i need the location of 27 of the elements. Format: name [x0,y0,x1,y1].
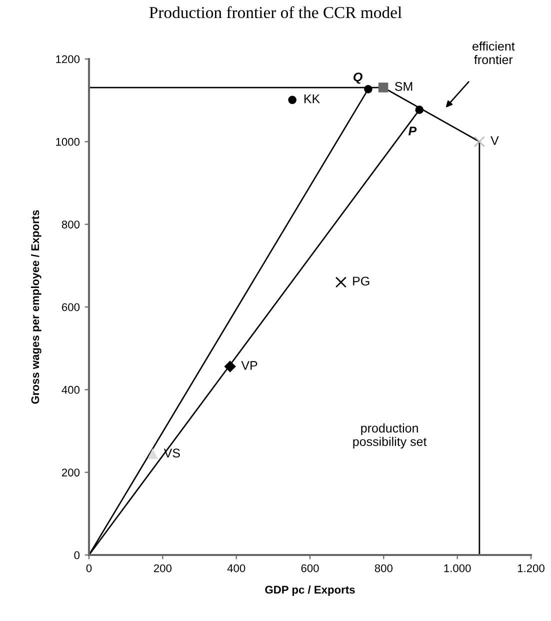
x-tick-label: 0 [86,564,92,572]
x-tick-label: 400 [227,564,246,572]
series-label: P [408,126,417,136]
y-tick-label: 400 [62,386,80,394]
y-tick-label: 1200 [56,55,80,64]
y-axis-title: Gross wages per employee / Exports [30,210,42,404]
x-tick-label: 600 [301,564,319,572]
series-label: VS [164,448,180,458]
y-tick-label: 800 [62,220,80,228]
chart-title: Production frontier of the CCR model [149,6,402,18]
annotation: efficient frontier [472,41,515,64]
annotation: production possibility set [353,423,427,449]
series-label: V [490,136,499,145]
y-tick-label: 1000 [56,138,80,146]
series-label: KK [304,94,320,104]
series-label: SM [394,82,412,91]
y-tick-label: 200 [62,468,80,476]
series-label: PG [353,276,370,286]
series-label: VP [241,361,258,370]
x-tick-label: 200 [154,564,172,572]
x-tick-label: 800 [374,564,392,572]
series-label: Q [354,72,362,84]
x-tick-label: 1.200 [518,564,544,572]
x-axis-title: GDP pc / Exports [265,585,355,596]
x-tick-label: 1.000 [444,564,471,572]
y-tick-label: 0 [74,551,80,560]
y-tick-label: 600 [62,303,80,312]
